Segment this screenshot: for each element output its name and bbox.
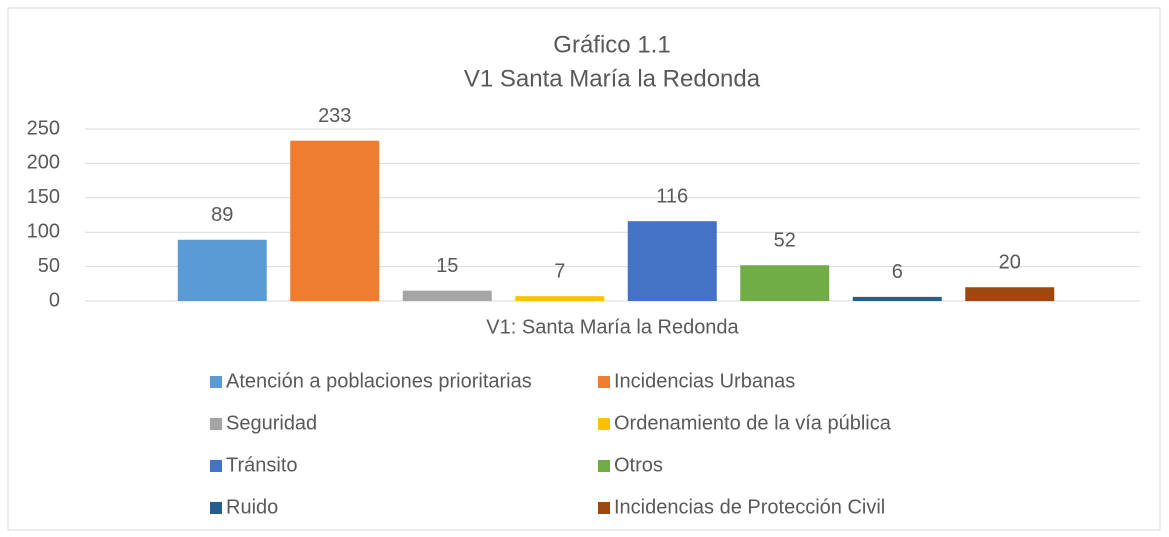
legend-swatch [598, 418, 610, 430]
chart-title: Gráfico 1.1 [553, 31, 670, 58]
y-tick-label: 200 [27, 152, 60, 174]
bar [965, 287, 1055, 301]
data-label: 116 [656, 185, 688, 207]
data-label: 233 [318, 105, 351, 127]
legend-swatch [210, 460, 222, 472]
data-label: 15 [436, 255, 458, 277]
legend-swatch [210, 502, 222, 514]
y-tick-label: 150 [27, 186, 60, 208]
legend-label: Seguridad [226, 412, 317, 434]
legend-label: Ordenamiento de la vía pública [614, 412, 892, 434]
bar [852, 296, 942, 301]
legend-label: Tránsito [226, 454, 298, 476]
x-tick-label: V1: Santa María la Redonda [486, 316, 739, 338]
bar [627, 221, 717, 301]
data-label: 20 [999, 252, 1021, 274]
legend-label: Incidencias Urbanas [614, 370, 795, 392]
legend-swatch [210, 418, 222, 430]
data-label: 6 [892, 261, 903, 283]
bar [515, 296, 605, 301]
data-label: 7 [554, 260, 565, 282]
bar [177, 239, 267, 301]
legend-swatch [598, 376, 610, 388]
legend-swatch [598, 502, 610, 514]
legend-label: Otros [614, 454, 663, 476]
legend-label: Incidencias de Protección Civil [614, 496, 885, 518]
legend-label: Ruido [226, 496, 278, 518]
legend-swatch [210, 376, 222, 388]
data-label: 52 [774, 230, 796, 252]
bar [402, 290, 492, 301]
y-tick-label: 50 [38, 255, 60, 277]
chart-subtitle: V1 Santa María la Redonda [464, 65, 761, 92]
y-tick-label: 0 [49, 289, 60, 311]
y-tick-label: 250 [27, 117, 60, 139]
legend-swatch [598, 460, 610, 472]
legend-label: Atención a poblaciones prioritarias [226, 370, 532, 392]
data-label: 89 [211, 204, 233, 226]
bar [290, 140, 380, 301]
y-tick-label: 100 [27, 220, 60, 242]
bar [740, 265, 830, 301]
